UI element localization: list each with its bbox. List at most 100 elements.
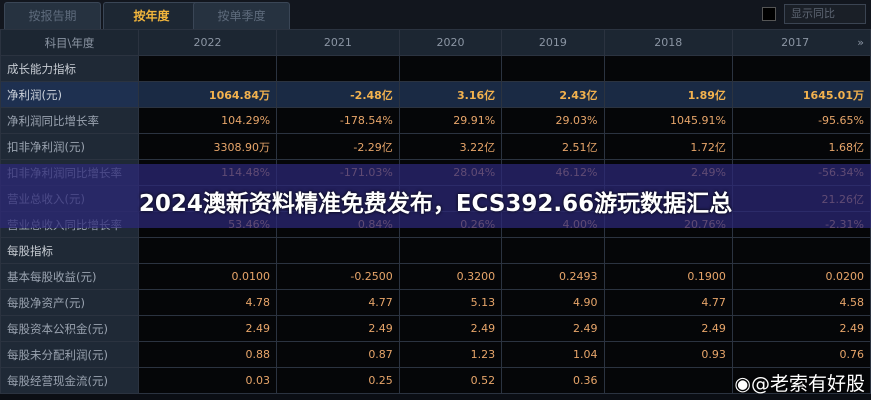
- title-banner: [0, 164, 871, 228]
- table-cell: 1.04: [501, 341, 605, 368]
- table-row[interactable]: 每股净资产(元) 4.78 4.77 5.13 4.90 4.77 4.58: [0, 289, 871, 316]
- table-row[interactable]: 每股指标: [0, 237, 871, 264]
- table-cell: 0.76: [731, 341, 871, 368]
- table-cell: 3.22亿: [398, 133, 503, 160]
- year-header[interactable]: 2019: [501, 29, 605, 56]
- table-cell: -2.48亿: [276, 81, 400, 108]
- row-label: 每股未分配利润(元): [0, 341, 139, 368]
- table-cell: -0.2500: [276, 263, 400, 290]
- year-header[interactable]: 2021: [276, 29, 400, 56]
- table-cell: 0.03: [137, 367, 278, 394]
- year-label: 2020: [436, 36, 465, 49]
- table-cell: 29.91%: [398, 107, 503, 134]
- table-cell: -178.54%: [276, 107, 400, 134]
- table-cell: [137, 55, 278, 82]
- table-cell: [137, 237, 278, 264]
- table-row[interactable]: 每股资本公积金(元) 2.49 2.49 2.49 2.49 2.49 2.49: [0, 315, 871, 342]
- table-cell: 3.16亿: [398, 81, 503, 108]
- table-cell: 2.49: [603, 315, 733, 342]
- table-cell: 1045.91%: [603, 107, 733, 134]
- table-cell: 0.0200: [731, 263, 871, 290]
- double-chevron-right-icon[interactable]: »: [857, 36, 864, 49]
- table-cell: 1.89亿: [603, 81, 733, 108]
- year-label: 2017: [781, 36, 810, 49]
- year-header[interactable]: 2020: [398, 29, 503, 56]
- table-row[interactable]: 每股经营现金流(元) 0.03 0.25 0.52 0.36: [0, 367, 871, 394]
- tab-by-year[interactable]: 按年度: [103, 2, 200, 29]
- year-label: 2019: [538, 36, 567, 49]
- table-row[interactable]: 基本每股收益(元) 0.0100 -0.2500 0.3200 0.2493 0.1900…: [0, 263, 871, 290]
- row-label: 每股净资产(元): [0, 289, 139, 316]
- table-cell: 0.3200: [398, 263, 503, 290]
- table-cell: 0.93: [603, 341, 733, 368]
- table-row[interactable]: 成长能力指标: [0, 55, 871, 82]
- table-cell: 0.2493: [501, 263, 605, 290]
- table-cell: 2.49: [501, 315, 605, 342]
- table-cell: 0.25: [276, 367, 400, 394]
- row-label: 基本每股收益(元): [0, 263, 139, 290]
- table-cell: [398, 55, 503, 82]
- table-cell: [731, 367, 871, 394]
- table-cell: 29.03%: [501, 107, 605, 134]
- table-cell: 2.49: [276, 315, 400, 342]
- table-cell: 0.87: [276, 341, 400, 368]
- row-label: 每股指标: [0, 237, 139, 264]
- year-label: 2018: [654, 36, 683, 49]
- table-cell: 0.52: [398, 367, 503, 394]
- table-cell: 2.49: [731, 315, 871, 342]
- table-row[interactable]: 扣非净利润(元) 3308.90万 -2.29亿 3.22亿 2.51亿 1.72亿 1.6…: [0, 133, 871, 160]
- table-cell: 2.49: [398, 315, 503, 342]
- table-cell: 4.58: [731, 289, 871, 316]
- table-cell: [398, 237, 503, 264]
- table-cell: [603, 55, 733, 82]
- header-label: 科目\年度: [0, 29, 139, 56]
- table-cell: 1645.01万: [731, 81, 871, 108]
- row-label: 成长能力指标: [0, 55, 139, 82]
- year-header[interactable]: 2022: [137, 29, 278, 56]
- table-cell: [603, 237, 733, 264]
- table-cell: 4.77: [276, 289, 400, 316]
- table-cell: 4.77: [603, 289, 733, 316]
- table-cell: 1064.84万: [137, 81, 278, 108]
- row-label: 每股资本公积金(元): [0, 315, 139, 342]
- table-row[interactable]: 每股未分配利润(元) 0.88 0.87 1.23 1.04 0.93 0.76: [0, 341, 871, 368]
- year-header[interactable]: 2018: [603, 29, 733, 56]
- year-header[interactable]: 2017 »: [731, 29, 871, 56]
- table-cell: -95.65%: [731, 107, 871, 134]
- table-cell: 0.36: [501, 367, 605, 394]
- weibo-icon: ◉: [734, 373, 751, 395]
- header-row: 科目\年度 2022 2021 2020 2019 2018 2017 »: [0, 29, 871, 56]
- row-label: 每股经营现金流(元): [0, 367, 139, 394]
- table-cell: [603, 367, 733, 394]
- table-cell: 2.51亿: [501, 133, 605, 160]
- table-cell: [276, 55, 400, 82]
- table-row[interactable]: 净利润同比增长率 104.29% -178.54% 29.91% 29.03% 1045.…: [0, 107, 871, 134]
- table-cell: 1.68亿: [731, 133, 871, 160]
- tab-by-report-period[interactable]: 按报告期: [4, 2, 101, 29]
- table-cell: 104.29%: [137, 107, 278, 134]
- table-cell: -2.29亿: [276, 133, 400, 160]
- watermark-text: @老索有好股: [750, 373, 865, 395]
- table-cell: 0.1900: [603, 263, 733, 290]
- table-cell: 3308.90万: [137, 133, 278, 160]
- tab-bar: 按报告期 按年度 按单季度 显示同比: [0, 0, 871, 29]
- show-yoy-button[interactable]: 显示同比: [784, 4, 866, 24]
- table-row[interactable]: 净利润(元) 1064.84万 -2.48亿 3.16亿 2.43亿 1.89亿 1645.…: [0, 81, 871, 108]
- table-cell: 5.13: [398, 289, 503, 316]
- table-cell: [501, 237, 605, 264]
- watermark: ◉@老索有好股: [734, 369, 865, 396]
- table-cell: [276, 237, 400, 264]
- table-cell: 2.49: [137, 315, 278, 342]
- table-cell: [731, 55, 871, 82]
- table-cell: [731, 237, 871, 264]
- row-label: 净利润同比增长率: [0, 107, 139, 134]
- tab-by-quarter[interactable]: 按单季度: [193, 2, 290, 29]
- table-cell: 0.0100: [137, 263, 278, 290]
- year-label: 2021: [323, 36, 352, 49]
- show-yoy-checkbox[interactable]: [762, 7, 776, 21]
- row-label: 净利润(元): [0, 81, 139, 108]
- table-cell: [501, 55, 605, 82]
- banner-text: 2024澳新资料精准免费发布，ECS392.66游玩数据汇总: [138, 191, 733, 217]
- table-cell: 1.72亿: [603, 133, 733, 160]
- table-cell: 4.90: [501, 289, 605, 316]
